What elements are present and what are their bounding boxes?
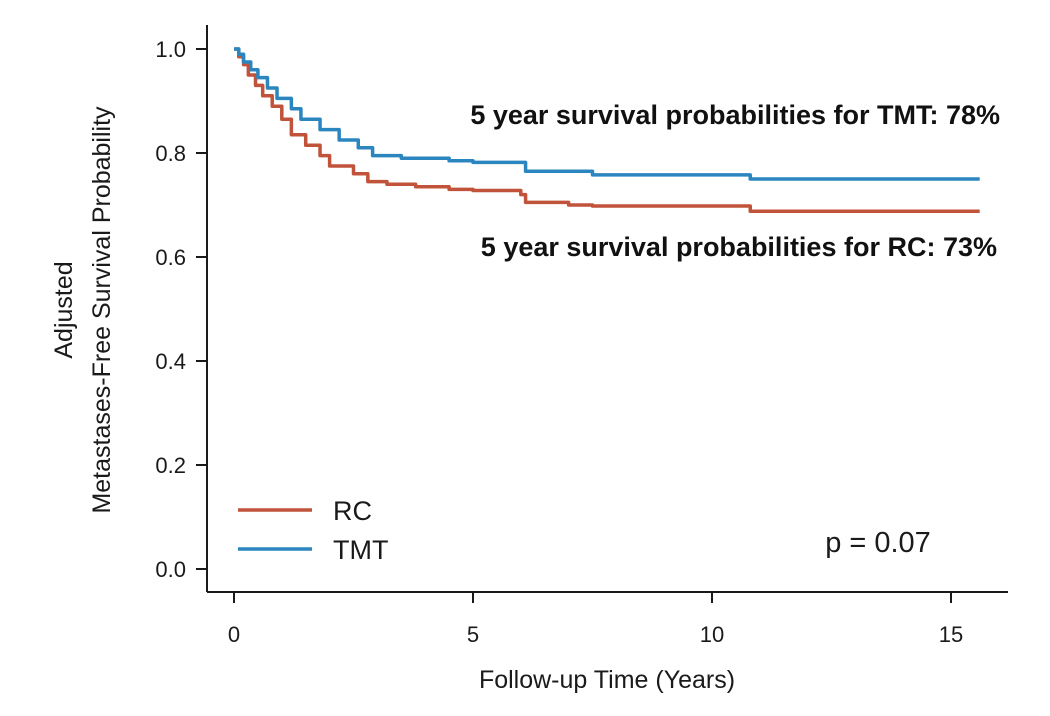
legend-label-rc: RC bbox=[333, 496, 372, 526]
y-tick-label: 0.6 bbox=[155, 245, 186, 270]
y-ticks: 0.0 0.2 0.4 0.6 0.8 1.0 bbox=[155, 37, 207, 582]
legend: RC TMT bbox=[238, 496, 388, 565]
p-value-text: p = 0.07 bbox=[825, 527, 931, 559]
y-tick-label: 0.0 bbox=[155, 557, 186, 582]
annotation-tmt: 5 year survival probabilities for TMT: 7… bbox=[470, 100, 1000, 130]
x-ticks: 0 5 10 15 bbox=[228, 592, 963, 647]
series-line-rc bbox=[234, 47, 980, 213]
x-tick-label: 5 bbox=[467, 622, 479, 647]
x-axis-title: Follow-up Time (Years) bbox=[479, 666, 735, 694]
legend-label-tmt: TMT bbox=[333, 535, 388, 565]
y-tick-label: 1.0 bbox=[155, 37, 186, 62]
x-tick-label: 15 bbox=[939, 622, 963, 647]
x-tick-label: 10 bbox=[700, 622, 724, 647]
y-axis-title-line-2: Metastases-Free Survival Probability bbox=[88, 106, 116, 514]
series-layer bbox=[234, 47, 980, 213]
y-tick-label: 0.2 bbox=[155, 453, 186, 478]
series-line-tmt bbox=[234, 47, 980, 181]
y-axis-title-line-1: Adjusted bbox=[50, 261, 78, 358]
y-tick-label: 0.8 bbox=[155, 141, 186, 166]
y-tick-label: 0.4 bbox=[155, 349, 186, 374]
annotation-rc: 5 year survival probabilities for RC: 73… bbox=[481, 232, 997, 262]
x-tick-label: 0 bbox=[228, 622, 240, 647]
